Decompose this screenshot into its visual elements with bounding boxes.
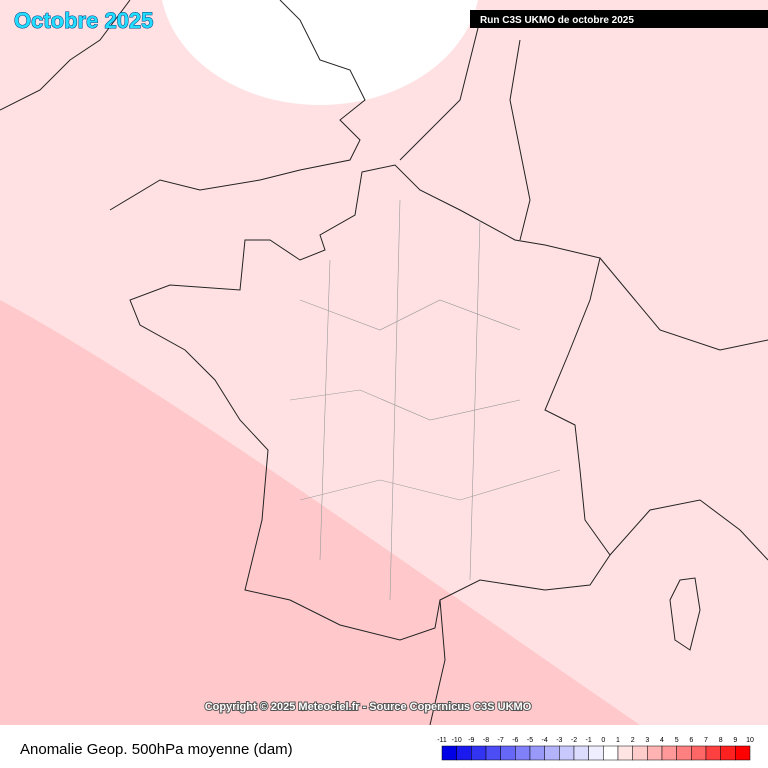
legend-tick-label: -11 bbox=[437, 737, 447, 744]
neutral-zone bbox=[162, 0, 478, 105]
legend-swatch bbox=[500, 745, 516, 761]
map-title: Octobre 2025 bbox=[14, 8, 153, 33]
legend-tick-label: 4 bbox=[660, 737, 664, 744]
england-coastline bbox=[0, 0, 366, 211]
legend-swatch bbox=[735, 745, 751, 761]
legend-tick-label: 9 bbox=[733, 737, 737, 744]
department-borders bbox=[289, 199, 561, 601]
legend-tick-label: -3 bbox=[556, 737, 562, 744]
legend-swatch bbox=[691, 745, 707, 761]
footer-label: Anomalie Geop. 500hPa moyenne (dam) bbox=[20, 741, 293, 758]
copyright: Copyright © 2025 Meteociel.fr - Source C… bbox=[205, 701, 532, 713]
legend-tick-label: -6 bbox=[512, 737, 518, 744]
legend-swatch bbox=[661, 745, 677, 761]
legend-swatch bbox=[573, 745, 589, 761]
legend-tick-label: 3 bbox=[645, 737, 649, 744]
legend-tick-label: -2 bbox=[571, 737, 577, 744]
legend-tick-label: 10 bbox=[746, 737, 754, 744]
positive-anomaly-zone bbox=[0, 300, 640, 725]
legend-tick-label: -9 bbox=[468, 737, 474, 744]
corsica-outline bbox=[669, 577, 701, 651]
legend-tick-label: -1 bbox=[586, 737, 592, 744]
legend-tick-label: -8 bbox=[483, 737, 489, 744]
legend-tick-label: 8 bbox=[719, 737, 723, 744]
legend-swatch bbox=[529, 745, 545, 761]
run-label: Run C3S UKMO de octobre 2025 bbox=[480, 15, 634, 26]
legend-swatch bbox=[441, 745, 457, 761]
legend-swatch bbox=[632, 745, 648, 761]
legend-swatch bbox=[588, 745, 604, 761]
legend-tick-label: 1 bbox=[616, 737, 620, 744]
legend-tick-label: -5 bbox=[527, 737, 533, 744]
legend-swatch bbox=[544, 745, 560, 761]
legend-swatch bbox=[485, 745, 501, 761]
legend-swatch bbox=[720, 745, 736, 761]
legend-swatch bbox=[471, 745, 487, 761]
run-label-box bbox=[470, 10, 768, 28]
legend-swatch bbox=[515, 745, 531, 761]
neighbor-coastlines bbox=[399, 19, 768, 726]
legend-tick-label: -4 bbox=[542, 737, 548, 744]
legend-swatch bbox=[456, 745, 472, 761]
legend-swatch bbox=[705, 745, 721, 761]
legend-swatch bbox=[603, 745, 619, 761]
france-outline bbox=[129, 164, 611, 641]
legend-swatch bbox=[647, 745, 663, 761]
legend-swatch bbox=[559, 745, 575, 761]
legend-tick-label: 6 bbox=[689, 737, 693, 744]
legend-tick-label: 2 bbox=[631, 737, 635, 744]
legend-tick-label: -10 bbox=[452, 737, 462, 744]
legend-tick-label: 5 bbox=[675, 737, 679, 744]
legend-swatch bbox=[676, 745, 692, 761]
legend-tick-label: -7 bbox=[498, 737, 504, 744]
legend-tick-label: 0 bbox=[601, 737, 605, 744]
legend-swatch bbox=[617, 745, 633, 761]
legend-tick-label: 7 bbox=[704, 737, 708, 744]
